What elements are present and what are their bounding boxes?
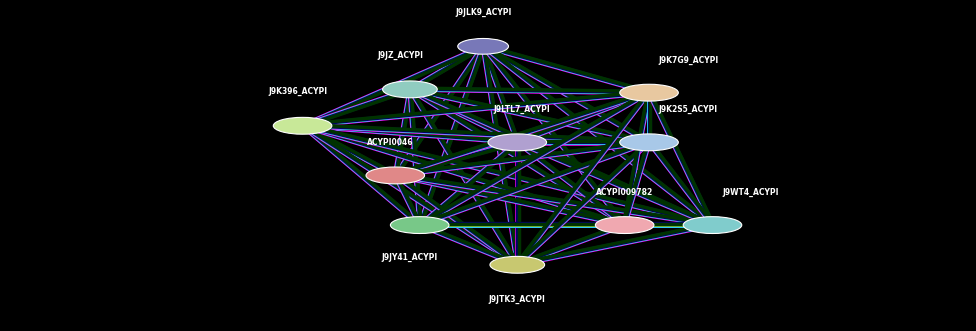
Text: J9K7G9_ACYPI: J9K7G9_ACYPI — [659, 55, 719, 65]
Text: J9LTL7_ACYPI: J9LTL7_ACYPI — [494, 105, 550, 114]
Ellipse shape — [620, 84, 678, 101]
Text: J9JTK3_ACYPI: J9JTK3_ACYPI — [489, 295, 546, 304]
Text: J9WT4_ACYPI: J9WT4_ACYPI — [722, 188, 779, 197]
Ellipse shape — [595, 217, 654, 233]
Text: J9K2S5_ACYPI: J9K2S5_ACYPI — [659, 105, 718, 114]
Text: J9JLK9_ACYPI: J9JLK9_ACYPI — [455, 7, 511, 17]
Text: ACYPI009782: ACYPI009782 — [596, 188, 653, 197]
Ellipse shape — [488, 134, 547, 151]
Text: ACYPI0046: ACYPI0046 — [367, 138, 414, 147]
Text: J9K396_ACYPI: J9K396_ACYPI — [268, 87, 327, 96]
Text: J9JY41_ACYPI: J9JY41_ACYPI — [382, 253, 438, 262]
Ellipse shape — [458, 38, 508, 54]
Ellipse shape — [366, 167, 425, 184]
Ellipse shape — [390, 217, 449, 233]
Ellipse shape — [683, 217, 742, 233]
Ellipse shape — [490, 257, 545, 273]
Ellipse shape — [383, 81, 437, 98]
Ellipse shape — [273, 118, 332, 134]
Ellipse shape — [620, 134, 678, 151]
Text: J9JZ_ACYPI: J9JZ_ACYPI — [377, 50, 424, 60]
